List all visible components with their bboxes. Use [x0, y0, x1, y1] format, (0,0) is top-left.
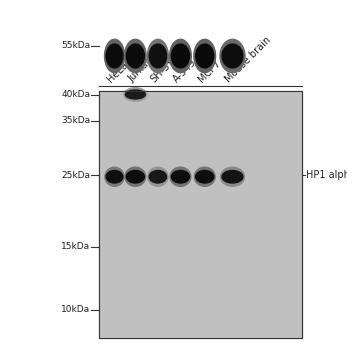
- Text: 15kDa: 15kDa: [61, 242, 90, 251]
- Text: A-549: A-549: [172, 57, 199, 84]
- Text: HP1 alpha/CBX5: HP1 alpha/CBX5: [306, 170, 347, 180]
- Text: Mouse brain: Mouse brain: [224, 34, 273, 84]
- Text: Jurkat: Jurkat: [127, 57, 154, 84]
- Text: 40kDa: 40kDa: [61, 90, 90, 99]
- Text: 55kDa: 55kDa: [61, 41, 90, 50]
- Text: SH-SY5Y: SH-SY5Y: [149, 48, 185, 84]
- Text: MCF7: MCF7: [196, 58, 222, 84]
- Text: 10kDa: 10kDa: [61, 305, 90, 314]
- Text: HeLa: HeLa: [106, 60, 130, 84]
- Text: 25kDa: 25kDa: [61, 170, 90, 180]
- Text: 35kDa: 35kDa: [61, 116, 90, 125]
